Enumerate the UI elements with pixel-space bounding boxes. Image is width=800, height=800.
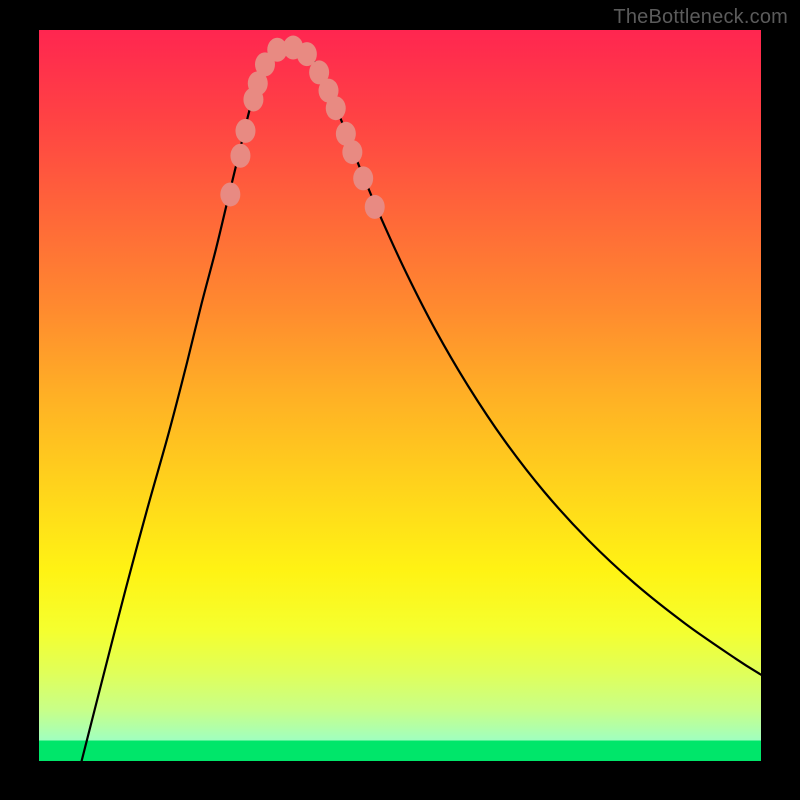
data-marker [353, 166, 373, 190]
data-marker [220, 182, 240, 206]
data-marker [365, 195, 385, 219]
watermark-text: TheBottleneck.com [613, 6, 788, 29]
plot-area [39, 30, 761, 761]
chart-frame: TheBottleneck.com [0, 0, 800, 800]
data-marker [342, 140, 362, 164]
data-marker [230, 144, 250, 168]
data-marker [235, 119, 255, 143]
plot-svg [39, 30, 761, 761]
bottleneck-curve [82, 46, 761, 761]
data-marker [326, 96, 346, 120]
